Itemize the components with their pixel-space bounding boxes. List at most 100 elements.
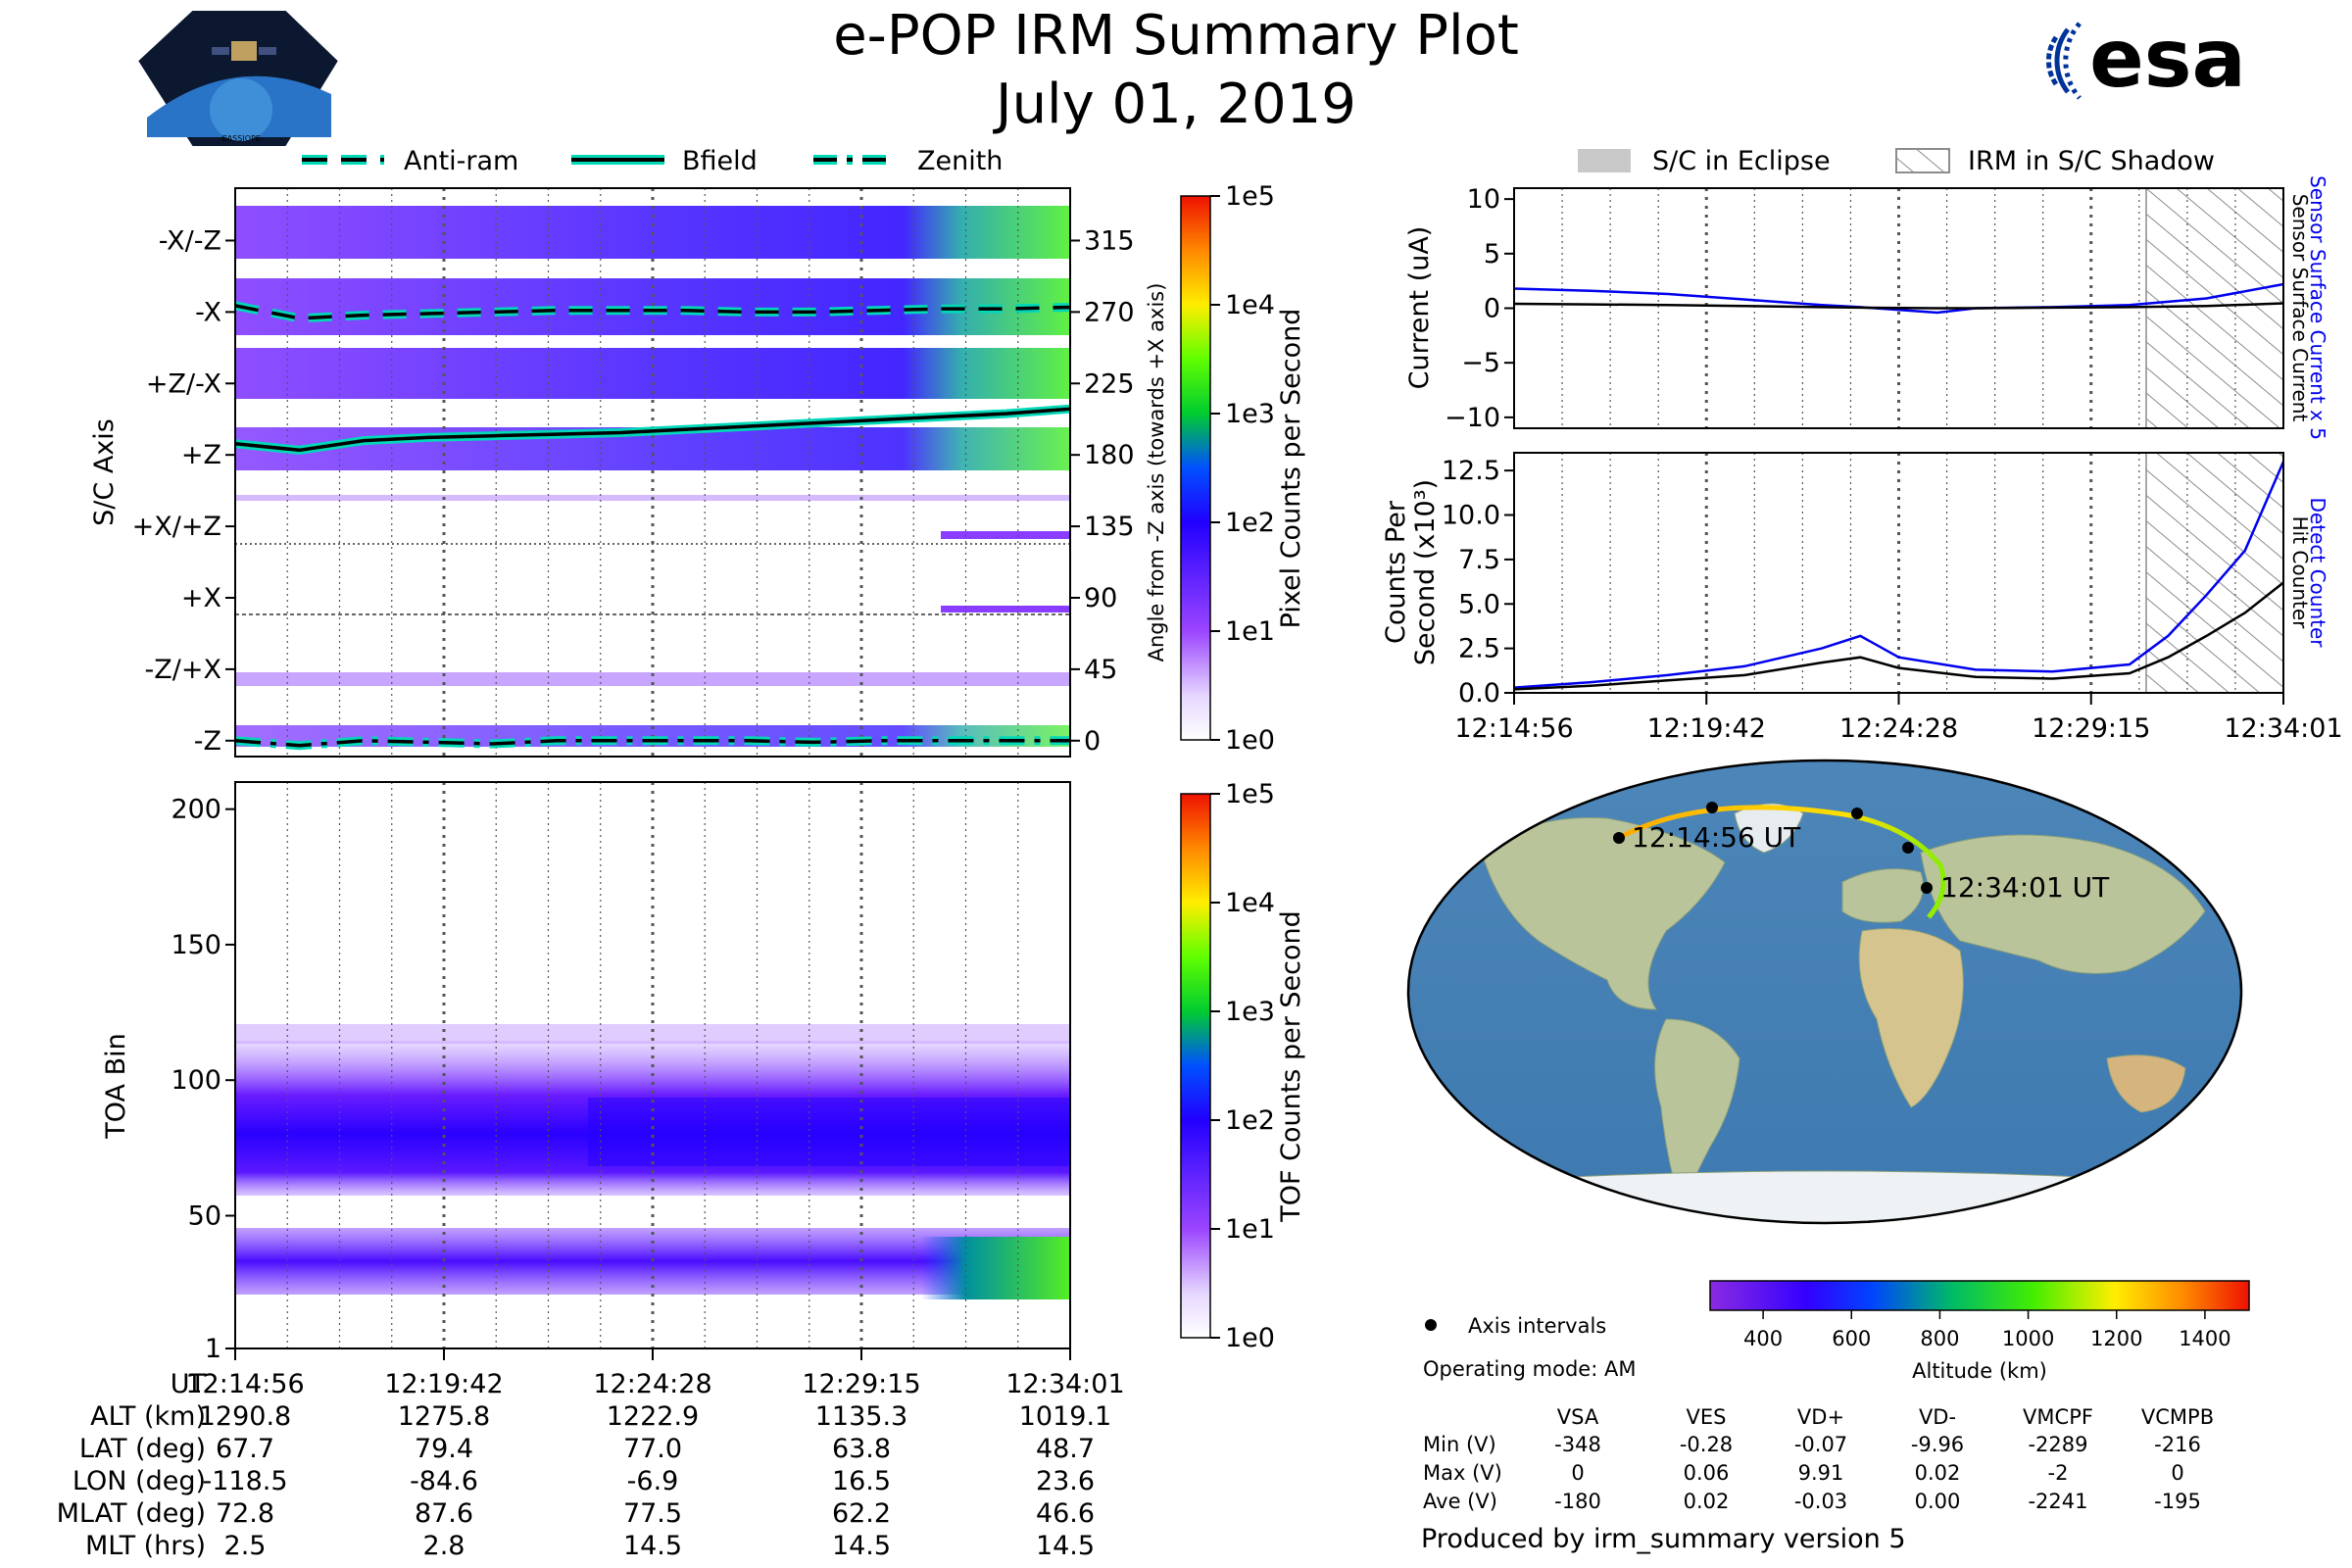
pixel-right-tick-label: 180 [1084,440,1135,470]
legend-shadow: IRM in S/C Shadow [1968,146,2215,176]
pixel-left-tick-label: +X [181,583,221,613]
operating-mode: Operating mode: AM [1423,1357,1636,1381]
pixel-colorbar-ticks: 1e5 1e4 1e3 1e2 1e1 1e0 [1210,181,1275,756]
antarctica [1420,1170,2235,1223]
pixel-colorbar-label: Pixel Counts per Second [1276,309,1306,629]
colorbar-tick-label: 1e0 [1225,1323,1275,1353]
bfield-line [234,407,1071,453]
toa-ylabel: TOA Bin [101,1033,131,1139]
pixel-right-tick-label: 90 [1084,583,1117,613]
pixel-left-tick-label: -X [195,297,221,327]
table-cell: 1019.1 [1019,1401,1111,1432]
table-cell: 14.5 [623,1531,682,1561]
current-shadow-region [2145,187,2284,429]
table-cell: 23.6 [1036,1466,1095,1496]
colorbar-tick-label: 1e0 [1225,725,1275,756]
counts-x-ticks: 12:14:56 12:19:42 12:24:28 12:29:15 12:34:01 [1454,693,2343,744]
pixel-left-tick-label: +X/+Z [132,512,221,542]
greenland [1734,803,1804,854]
y-tick-label: 7.5 [1458,545,1500,575]
colorbar-tick-label: 1e1 [1225,1214,1275,1245]
axis-interval-legend-dot [1425,1319,1437,1331]
voltage-cell: 0.02 [1915,1461,1961,1485]
pixel-heatmap-panel: S/C Axis -X/-Z -X +Z/-X +Z +X/+Z +X -Z/+X -Z 31… [89,181,1306,758]
table-row-label: MLAT (deg) [57,1498,206,1529]
esa-logo: esa [2045,13,2246,106]
voltage-cell: 0.02 [1684,1490,1730,1513]
pixel-right-tick-label: 135 [1084,512,1135,542]
anti-ram-line [234,304,1071,320]
toa-y-tick-label: 1 [205,1334,221,1364]
voltage-cell: -0.03 [1794,1490,1847,1513]
page-title: e-POP IRM Summary Plot [833,4,1519,68]
asia [1920,834,2206,974]
esa-logo-text: esa [2089,13,2246,106]
table-cell: 1135.3 [815,1401,907,1432]
axis-interval-dot [1613,832,1625,844]
table-cell: 87.6 [415,1498,473,1529]
mission-logo-text: CASSIOPE [221,134,261,143]
voltage-cell: -0.28 [1680,1433,1733,1456]
toa-y-tick-label: 200 [171,795,221,825]
voltage-cell: 0 [2171,1461,2183,1485]
voltage-cell: -348 [1554,1433,1601,1456]
voltage-table: VSA VES VD+ VD- VMCPF VCMPB Min (V) -348 -0.28 -0… [1423,1405,2214,1513]
pixel-plot-frame [234,187,1071,758]
plot-date: July 01, 2019 [993,73,1356,136]
counts-ylabel-line2: Second (x10³) [1410,479,1441,665]
altitude-tick-label: 1400 [2179,1327,2230,1350]
table-cell: 79.4 [415,1434,473,1464]
voltage-cell: -216 [2154,1433,2201,1456]
counts-panel: Counts Per Second (x10³) 12.5 10.0 7.5 5.0 2… [1381,452,2343,744]
australia [2106,1054,2186,1113]
y-tick-label: 12.5 [1442,456,1500,486]
pixel-left-tick-label: -Z [194,726,221,757]
current-panel: Current (uA) 10 5 0 −5 −10 Sensor Surface Cu… [1404,175,2329,440]
axis-interval-dot [1706,802,1718,813]
toa-colorbar-ticks: 1e5 1e4 1e3 1e2 1e1 1e0 [1210,779,1275,1353]
pixel-left-tick-label: +Z/-X [146,368,221,399]
altitude-colorbar [1709,1280,2250,1311]
toa-y-tick-label: 100 [171,1065,221,1096]
voltage-header: VD+ [1797,1405,1844,1429]
voltage-row-label: Ave (V) [1423,1490,1497,1513]
counts-x-tick-label: 12:19:42 [1647,713,1766,744]
current-right-label-blue: Sensor Surface Current x 5 [2306,175,2329,440]
voltage-header: VMCPF [2023,1405,2093,1429]
counts-right-label-black: Hit Counter [2288,516,2312,629]
pixel-left-tick-label: +Z [181,440,221,470]
sensor-surface-current-x-5-line [1513,282,2284,315]
table-cell: 46.6 [1036,1498,1095,1529]
pixel-left-ticks: -X/-Z -X +Z/-X +Z +X/+Z +X -Z/+X -Z [132,225,235,757]
y-tick-label: 2.5 [1458,634,1500,664]
y-tick-label: −5 [1461,348,1500,378]
table-cell: 72.8 [216,1498,274,1529]
colorbar-tick-label: 1e4 [1225,290,1275,320]
current-ylabel: Current (uA) [1404,226,1435,390]
y-tick-label: 10.0 [1442,501,1500,531]
orbit-track [1617,805,1946,919]
table-row-label: MLT (hrs) [85,1531,206,1561]
colorbar-tick-label: 1e2 [1225,508,1275,538]
y-tick-label: 0.0 [1458,678,1500,709]
colorbar-tick-label: 1e3 [1225,399,1275,429]
pixel-time-gridlines [286,188,1019,757]
colorbar-tick-label: 1e1 [1225,616,1275,647]
band-plus-x-plus-z-late [941,531,1070,539]
map-start-label: 12:14:56 UT [1632,821,1801,854]
altitude-label: Altitude (km) [1912,1359,2047,1383]
pixel-left-tick-label: -Z/+X [145,655,221,685]
axis-interval-dot [1851,808,1863,819]
table-cell: 62.2 [832,1498,891,1529]
table-cell: -84.6 [410,1466,478,1496]
pixel-y2label: Angle from -Z axis (towards +X axis) [1145,283,1168,662]
axis-interval-dot [1902,842,1914,854]
voltage-cell: 0.00 [1915,1490,1961,1513]
mission-logo: CASSIOPE [135,9,341,148]
voltage-row-label: Max (V) [1423,1461,1502,1485]
pixel-legend: Anti-ram Bfield Zenith [302,146,1003,176]
